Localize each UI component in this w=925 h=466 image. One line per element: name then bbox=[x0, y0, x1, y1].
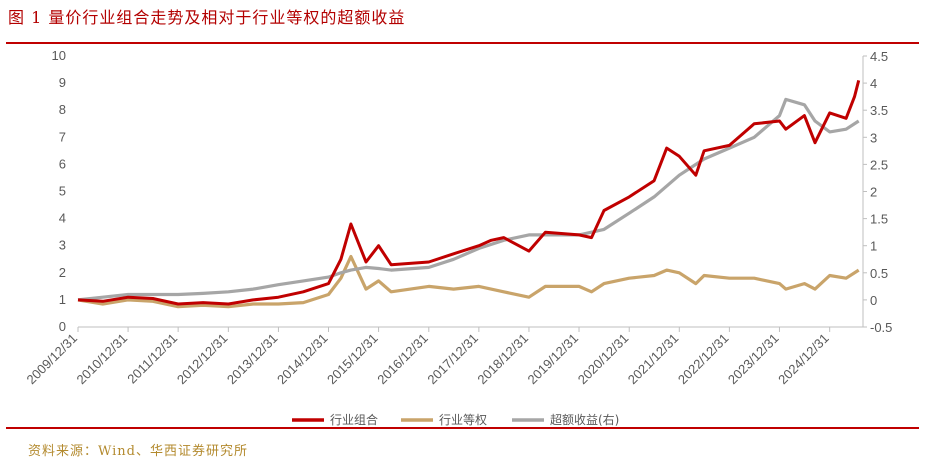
x-tick-label: 2011/12/31 bbox=[124, 331, 180, 387]
x-tick-label: 2016/12/31 bbox=[374, 331, 431, 388]
right-tick-label: -0.5 bbox=[870, 320, 892, 335]
left-tick-label: 4 bbox=[59, 211, 66, 226]
x-tick-label: 2023/12/31 bbox=[725, 331, 782, 388]
x-axis: 2009/12/312010/12/312011/12/312012/12/31… bbox=[23, 327, 832, 388]
right-tick-label: 3.5 bbox=[870, 103, 888, 118]
right-tick-label: 1 bbox=[870, 239, 877, 254]
left-tick-label: 5 bbox=[59, 184, 66, 199]
left-tick-label: 8 bbox=[59, 102, 66, 117]
right-tick-label: 2 bbox=[870, 185, 877, 200]
right-tick-label: 1.5 bbox=[870, 212, 888, 227]
footer-divider bbox=[6, 427, 919, 429]
x-tick-label: 2021/12/31 bbox=[625, 331, 682, 388]
x-tick-label: 2010/12/31 bbox=[74, 331, 131, 388]
left-tick-label: 10 bbox=[52, 48, 66, 63]
right-tick-label: 4.5 bbox=[870, 49, 888, 64]
left-tick-label: 3 bbox=[59, 238, 66, 253]
left-tick-label: 7 bbox=[59, 129, 66, 144]
x-tick-label: 2024/12/31 bbox=[775, 331, 832, 388]
series-line-2 bbox=[77, 254, 860, 309]
series-line-3 bbox=[77, 97, 860, 302]
title-divider bbox=[6, 42, 919, 44]
x-tick-label: 2019/12/31 bbox=[525, 331, 582, 388]
right-tick-label: 0 bbox=[870, 293, 877, 308]
left-tick-label: 9 bbox=[59, 75, 66, 90]
x-tick-label: 2018/12/31 bbox=[474, 331, 531, 388]
right-tick-label: 0.5 bbox=[870, 266, 888, 281]
right-tick-label: 2.5 bbox=[870, 157, 888, 172]
x-tick-label: 2013/12/31 bbox=[224, 331, 281, 388]
right-tick-label: 3 bbox=[870, 130, 877, 145]
x-tick-label: 2009/12/31 bbox=[23, 331, 80, 388]
x-tick-label: 2015/12/31 bbox=[324, 331, 381, 388]
page-title: 图 1 量价行业组合走势及相对于行业等权的超额收益 bbox=[8, 8, 406, 27]
series-line-1 bbox=[77, 80, 861, 306]
left-tick-label: 0 bbox=[59, 319, 66, 334]
legend-label: 超额收益(右) bbox=[550, 412, 619, 427]
x-tick-label: 2014/12/31 bbox=[274, 331, 331, 388]
left-tick-label: 1 bbox=[59, 292, 66, 307]
source-note: 资料来源：Wind、华西证券研究所 bbox=[28, 444, 248, 459]
left-tick-label: 2 bbox=[59, 265, 66, 280]
x-tick-label: 2017/12/31 bbox=[424, 331, 481, 388]
left-y-axis: 0 1 2 3 4 5 6 7 8 9 10 bbox=[52, 48, 66, 334]
legend-label: 行业等权 bbox=[439, 413, 487, 427]
x-tick-label: 2022/12/31 bbox=[675, 331, 732, 388]
x-tick-label: 2012/12/31 bbox=[174, 331, 231, 388]
legend-label: 行业组合 bbox=[330, 412, 378, 427]
right-y-axis: -0.5 0 0.5 1 1.5 2 2.5 3 3.5 4 4.5 bbox=[863, 49, 892, 335]
right-tick-label: 4 bbox=[870, 76, 877, 91]
series-lines bbox=[77, 80, 861, 309]
legend: 行业组合 行业等权 超额收益(右) bbox=[292, 412, 619, 427]
left-tick-label: 6 bbox=[59, 156, 66, 171]
x-tick-label: 2020/12/31 bbox=[575, 331, 632, 388]
